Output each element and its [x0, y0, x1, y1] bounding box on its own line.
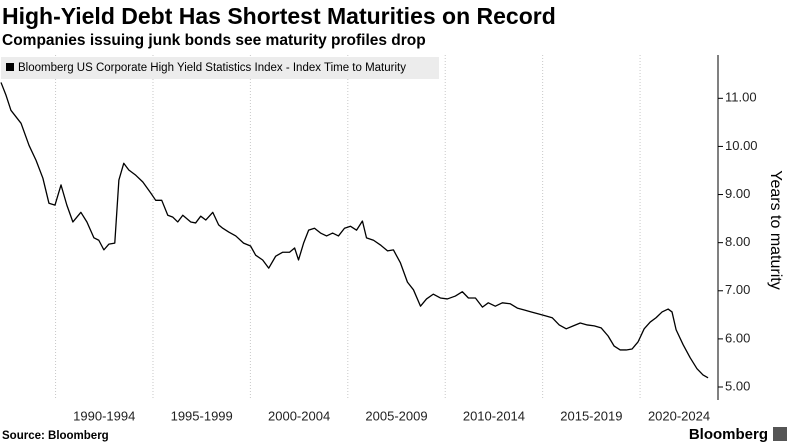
x-tick-label: 2000-2004 [268, 408, 330, 423]
y-tick-label: 5.00 [725, 378, 750, 393]
x-tick-label: 1990-1994 [73, 408, 135, 423]
brand-logo: Bloomberg [689, 426, 768, 443]
legend-label: Bloomberg US Corporate High Yield Statis… [18, 62, 406, 74]
x-tick-label: 1995-1999 [171, 408, 233, 423]
x-tick-label: 2020-2024 [648, 408, 710, 423]
chart-title: High-Yield Debt Has Shortest Maturities … [2, 3, 556, 29]
x-tick-label: 2015-2019 [560, 408, 622, 423]
legend: Bloomberg US Corporate High Yield Statis… [1, 57, 439, 79]
series-line [0, 82, 709, 379]
source: Source: Bloomberg [2, 430, 109, 442]
chart-subtitle: Companies issuing junk bonds see maturit… [2, 32, 426, 49]
y-tick-label: 8.00 [725, 234, 750, 249]
y-tick-label: 9.00 [725, 186, 750, 201]
y-tick-label: 6.00 [725, 330, 750, 345]
y-axis-label: Years to maturity [767, 170, 784, 289]
legend-swatch [6, 63, 14, 71]
y-tick-label: 11.00 [725, 90, 757, 105]
x-tick-label: 2005-2009 [365, 408, 427, 423]
y-tick-label: 7.00 [725, 282, 750, 297]
logo-icon [773, 427, 787, 441]
legend-box [1, 57, 439, 79]
x-tick-label: 2010-2014 [463, 408, 525, 423]
y-tick-label: 10.00 [725, 138, 758, 153]
